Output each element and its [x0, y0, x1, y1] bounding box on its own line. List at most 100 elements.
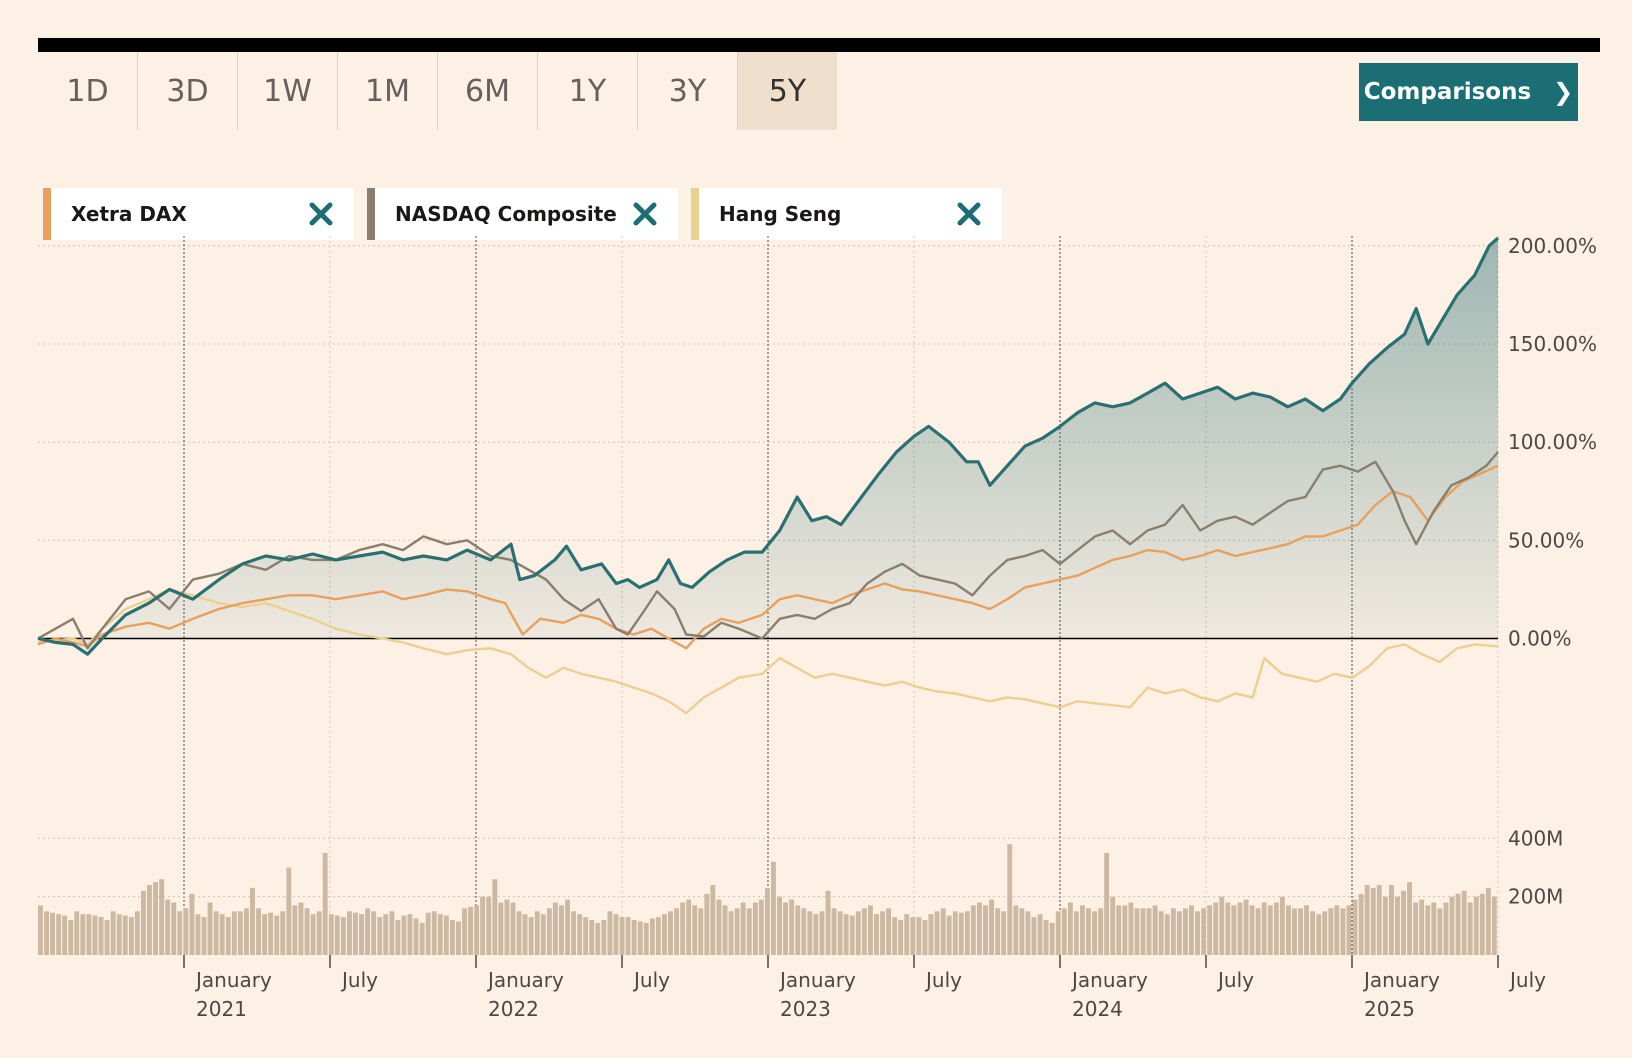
volume-bar: [347, 911, 352, 956]
volume-bar: [1243, 899, 1249, 955]
volume-bar: [1358, 893, 1364, 956]
volume-bar: [946, 915, 952, 955]
x-tick-label-month: July: [1508, 968, 1546, 992]
legend-swatch-nasdaq: [367, 188, 375, 240]
series-line-hangseng: [37, 588, 1499, 715]
x-tick-label-month: July: [1216, 968, 1254, 992]
volume-bar: [310, 914, 316, 955]
volume-bar: [56, 914, 62, 955]
volume-bar: [1316, 914, 1322, 955]
volume-bar: [565, 899, 570, 955]
volume-bar: [1176, 911, 1182, 956]
volume-bar: [1437, 908, 1443, 955]
volume-bar: [643, 922, 649, 955]
volume-bar: [880, 911, 885, 956]
x-tick-label-year: 2023: [780, 997, 831, 1021]
volume-bar: [371, 911, 377, 956]
range-tab-5y[interactable]: 5Y: [738, 52, 837, 130]
volume-bar: [995, 908, 1001, 955]
volume-bar: [716, 899, 722, 955]
x-tick-label-month: January: [194, 968, 272, 992]
volume-bar: [1449, 896, 1455, 955]
volume-bar: [425, 912, 431, 955]
volume-bar: [183, 908, 189, 955]
volume-bar: [1104, 852, 1110, 955]
volume-bar: [1080, 905, 1085, 955]
range-tab-3d[interactable]: 3D: [138, 52, 238, 130]
volume-bar: [128, 917, 134, 955]
x-tick-label-year: 2024: [1072, 997, 1123, 1021]
volume-bar: [1025, 911, 1031, 956]
volume-bar: [813, 914, 819, 955]
volume-bar: [62, 915, 68, 955]
volume-bar: [874, 914, 879, 955]
series-line-main: [37, 236, 1500, 656]
volume-bar: [1389, 885, 1394, 955]
volume-bar: [1031, 917, 1037, 955]
volume-bar: [189, 893, 195, 956]
range-tab-1y[interactable]: 1Y: [538, 52, 638, 130]
volume-bar: [280, 911, 286, 956]
range-tab-3y[interactable]: 3Y: [638, 52, 738, 130]
volume-bar: [1279, 896, 1285, 955]
volume-bar: [207, 902, 213, 955]
volume-bar: [141, 890, 146, 955]
volume-bar: [365, 908, 370, 955]
volume-bar: [1110, 896, 1116, 955]
volume-bar: [989, 899, 994, 955]
volume-bar: [359, 914, 364, 955]
volume-bar: [819, 911, 825, 956]
volume-bar: [1286, 905, 1291, 955]
volume-bar: [1140, 908, 1146, 955]
volume-bar: [1261, 902, 1267, 955]
range-tab-6m[interactable]: 6M: [438, 52, 538, 130]
legend-label-dax: Xetra DAX: [71, 202, 187, 226]
comparisons-button[interactable]: Comparisons ❯: [1359, 63, 1578, 121]
volume-bar: [1122, 905, 1128, 955]
y-tick-label: 100.00%: [1508, 430, 1597, 454]
volume-bar: [1237, 902, 1243, 955]
volume-bar: [213, 911, 219, 956]
range-tab-1m[interactable]: 1M: [338, 52, 438, 130]
legend-label-hangseng: Hang Seng: [719, 202, 842, 226]
volume-bar: [268, 912, 274, 955]
volume-bar: [304, 908, 310, 955]
close-icon[interactable]: [954, 199, 984, 229]
range-tab-1d[interactable]: 1D: [38, 52, 138, 130]
volume-bar: [649, 918, 655, 955]
volume-bar: [1473, 896, 1479, 955]
volume-bar: [1001, 911, 1007, 956]
volume-bar: [1061, 908, 1067, 955]
volume-bar: [765, 887, 770, 955]
range-tab-1w[interactable]: 1W: [238, 52, 338, 130]
volume-bar: [910, 917, 916, 955]
close-icon[interactable]: [630, 199, 660, 229]
volume-bar: [855, 911, 861, 956]
volume-tick-label: 400M: [1508, 826, 1563, 850]
volume-bar: [1219, 896, 1225, 955]
close-icon[interactable]: [306, 199, 336, 229]
volume-bar: [225, 917, 231, 955]
volume-bar: [1067, 902, 1073, 955]
volume-bar: [431, 911, 437, 956]
volume-bar: [940, 908, 946, 955]
volume-bar: [983, 905, 988, 955]
volume-bar: [244, 908, 249, 955]
volume-bar: [1485, 887, 1491, 955]
volume-bar: [383, 914, 389, 955]
volume-bar: [1395, 896, 1400, 955]
volume-bar: [1407, 882, 1412, 955]
volume-bar: [262, 914, 267, 955]
volume-bar: [746, 908, 752, 955]
volume-bar: [1328, 908, 1334, 955]
volume-bar: [1049, 922, 1055, 955]
volume-bar: [958, 912, 964, 955]
legend-chip-nasdaq: NASDAQ Composite: [367, 188, 678, 240]
volume-bar: [92, 915, 98, 955]
volume-bar: [1225, 902, 1231, 955]
volume-bar: [534, 911, 540, 956]
volume-bar: [159, 879, 165, 955]
volume-bar: [450, 920, 455, 955]
volume-bar: [480, 896, 486, 955]
